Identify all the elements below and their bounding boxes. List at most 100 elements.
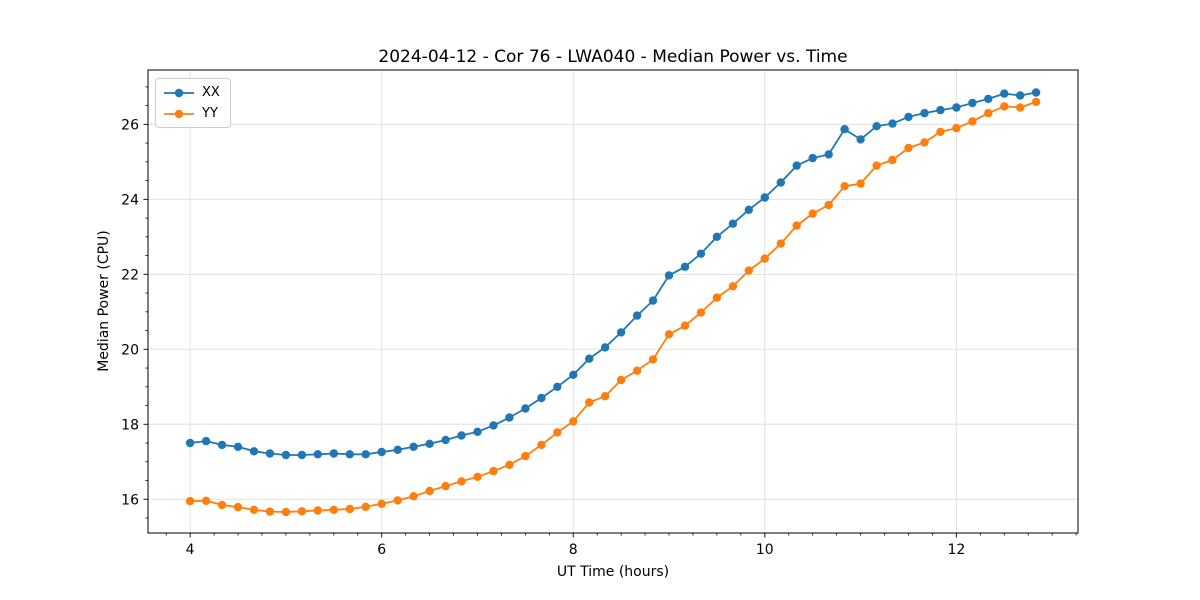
y-tick-label: 20	[121, 342, 139, 358]
data-point	[712, 293, 722, 302]
data-point	[313, 450, 322, 459]
data-point	[457, 477, 466, 486]
axes-background	[148, 70, 1078, 533]
y-axis-ticks: 16 18 20 22 24 26	[121, 117, 148, 508]
data-point	[233, 442, 243, 451]
data-point	[888, 155, 897, 165]
legend-line-marker-icon	[164, 88, 194, 97]
data-point	[521, 451, 530, 461]
data-point	[648, 355, 658, 364]
x-axis-label: UT Time (hours)	[556, 564, 670, 580]
data-point	[361, 450, 370, 459]
data-point	[808, 209, 817, 218]
data-point	[1031, 88, 1041, 97]
x-tick-label: 6	[377, 542, 386, 558]
data-point	[776, 178, 785, 187]
data-point	[377, 447, 386, 457]
data-point	[265, 507, 275, 516]
data-point	[632, 366, 642, 375]
data-point	[712, 232, 722, 241]
data-point	[760, 254, 769, 263]
chart-title: 2024-04-12 - Cor 76 - LWA040 - Median Po…	[378, 47, 848, 67]
data-point	[1000, 102, 1009, 111]
data-point	[968, 117, 977, 126]
data-point	[457, 431, 466, 440]
data-point	[792, 221, 801, 230]
data-point	[185, 438, 195, 448]
data-point	[824, 150, 833, 159]
data-point	[249, 447, 259, 456]
data-point	[824, 200, 833, 210]
data-point	[233, 502, 243, 512]
y-axis-label: Median Power (CPU)	[96, 230, 112, 372]
data-point	[281, 507, 291, 517]
legend-label-xx: XX	[202, 85, 220, 100]
y-tick-label: 24	[121, 192, 139, 208]
data-point	[872, 122, 881, 131]
data-point	[680, 262, 690, 271]
data-point	[872, 161, 881, 170]
data-point	[968, 98, 977, 108]
x-tick-label: 4	[186, 542, 195, 558]
data-point	[664, 271, 674, 280]
data-point	[553, 382, 562, 391]
data-point	[1031, 97, 1041, 107]
data-point	[185, 496, 195, 506]
data-point	[265, 449, 275, 458]
data-point	[345, 504, 354, 514]
data-point	[217, 440, 227, 450]
data-point	[776, 239, 785, 248]
legend-label-yy: YY	[202, 106, 218, 121]
data-point	[297, 450, 307, 460]
data-point	[409, 492, 418, 501]
y-tick-label: 22	[121, 267, 139, 283]
data-point	[760, 193, 769, 202]
data-point	[664, 330, 674, 339]
data-point	[856, 179, 865, 188]
legend-item-yy: YY	[163, 104, 220, 123]
data-point	[952, 103, 961, 112]
data-point	[840, 182, 849, 191]
data-point	[616, 328, 626, 337]
data-point	[377, 499, 386, 508]
data-point	[201, 496, 211, 505]
data-point	[201, 436, 211, 446]
x-tick-label: 10	[756, 542, 774, 558]
y-tick-label: 18	[121, 417, 139, 433]
data-point	[585, 398, 594, 407]
data-point	[345, 450, 354, 459]
data-point	[600, 343, 610, 352]
data-point	[393, 496, 402, 505]
data-point	[632, 311, 642, 320]
data-point	[936, 127, 945, 137]
data-point	[297, 507, 307, 516]
data-point	[249, 505, 259, 514]
data-point	[728, 282, 738, 291]
data-point	[696, 308, 706, 317]
data-point	[792, 161, 801, 170]
data-point	[537, 440, 546, 450]
series-yy	[185, 97, 1041, 517]
data-point	[553, 428, 562, 437]
data-point	[648, 296, 658, 305]
x-tick-label: 8	[569, 542, 578, 558]
data-point	[281, 450, 291, 460]
data-point	[569, 370, 578, 379]
data-point	[888, 119, 897, 128]
data-point	[680, 321, 690, 330]
data-point	[920, 108, 929, 118]
data-point	[952, 123, 961, 133]
x-tick-label: 12	[947, 542, 965, 558]
data-point	[489, 466, 498, 476]
data-point	[840, 125, 849, 134]
data-point	[505, 460, 514, 469]
data-point	[936, 105, 945, 115]
data-point	[744, 266, 753, 275]
data-point	[904, 143, 913, 153]
y-tick-label: 16	[121, 492, 139, 508]
data-point	[409, 442, 418, 451]
data-point	[441, 481, 450, 491]
data-point	[856, 135, 865, 144]
